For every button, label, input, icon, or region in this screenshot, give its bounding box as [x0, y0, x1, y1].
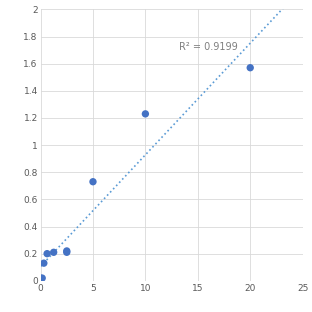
Point — [45, 251, 50, 256]
Point — [90, 179, 95, 184]
Point — [41, 261, 46, 266]
Point — [248, 65, 253, 70]
Point — [38, 275, 43, 280]
Point — [64, 248, 69, 253]
Point — [143, 111, 148, 116]
Point — [51, 250, 56, 255]
Text: R² = 0.9199: R² = 0.9199 — [179, 42, 238, 52]
Point — [64, 250, 69, 255]
Point — [40, 275, 45, 280]
